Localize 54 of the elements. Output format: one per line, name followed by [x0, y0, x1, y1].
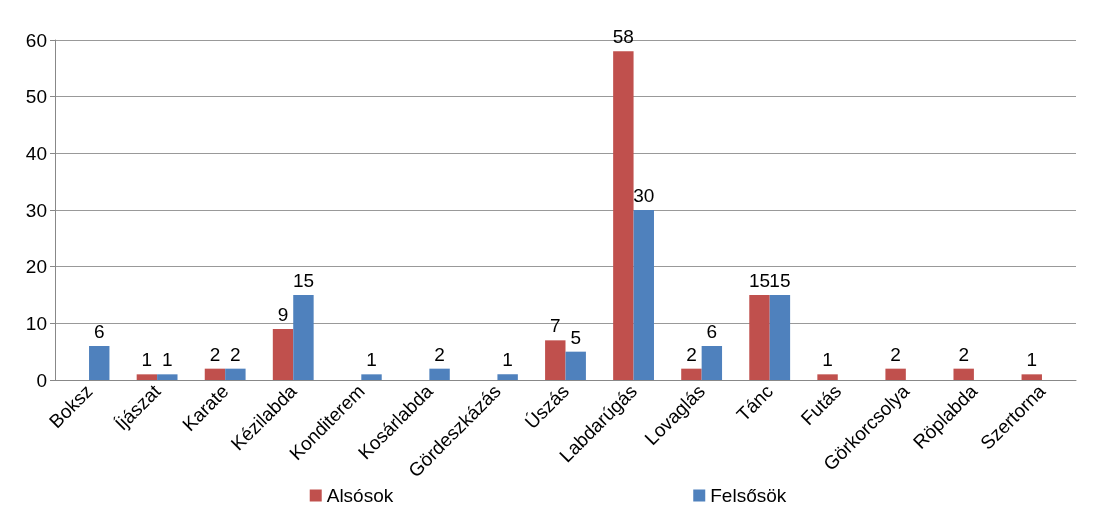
bar — [89, 346, 110, 380]
data-label: 5 — [570, 326, 581, 348]
y-tick-label: 20 — [25, 256, 47, 278]
bar — [1021, 374, 1042, 380]
data-label: 15 — [748, 270, 771, 291]
data-label: 1 — [366, 349, 377, 371]
bar — [817, 374, 838, 380]
y-tick-label: 40 — [25, 142, 47, 164]
bar — [613, 51, 634, 380]
data-label: 2 — [686, 343, 697, 365]
bar — [293, 295, 314, 380]
data-label: 1 — [502, 349, 513, 371]
x-tick-label: Tánc — [732, 380, 778, 426]
bar — [633, 210, 654, 380]
data-label: 1 — [141, 349, 153, 371]
data-label: 9 — [277, 304, 289, 325]
data-label: 2 — [230, 343, 241, 365]
data-label: 58 — [612, 26, 634, 48]
data-label: 30 — [633, 185, 655, 206]
data-label: 6 — [706, 321, 718, 342]
legend-label: Felsősök — [710, 485, 787, 506]
data-label: 6 — [93, 321, 105, 342]
bar — [749, 295, 770, 380]
bar — [204, 368, 226, 380]
bar — [565, 351, 586, 380]
data-label: 1 — [1026, 349, 1038, 371]
data-label: 1 — [162, 349, 173, 371]
bar — [361, 374, 382, 380]
data-label: 15 — [292, 270, 315, 291]
bar — [701, 346, 723, 380]
y-tick-label: 30 — [25, 199, 47, 221]
data-label: 7 — [550, 315, 561, 337]
bar — [885, 368, 906, 380]
data-label: 1 — [822, 349, 833, 371]
bar — [545, 340, 566, 380]
bar — [272, 329, 294, 380]
data-label: 2 — [958, 343, 969, 365]
bar — [769, 295, 791, 380]
y-tick-label: 50 — [25, 86, 47, 108]
bar — [681, 368, 702, 380]
bar — [953, 368, 974, 380]
y-tick-label: 10 — [25, 312, 47, 334]
y-tick-label: 60 — [25, 29, 47, 51]
data-label: 15 — [769, 270, 791, 291]
bar — [429, 368, 450, 380]
bar — [157, 374, 178, 380]
y-tick-label: 0 — [36, 369, 47, 391]
legend-label: Alsósok — [326, 485, 394, 506]
bar — [497, 374, 518, 380]
bar — [136, 374, 158, 380]
data-label: 2 — [890, 343, 901, 365]
bar — [225, 368, 246, 380]
data-label: 2 — [434, 343, 445, 365]
data-label: 2 — [209, 343, 221, 365]
